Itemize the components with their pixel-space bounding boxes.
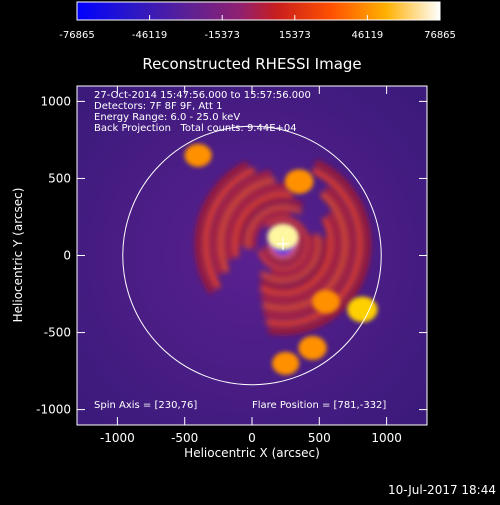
hot-spot: [284, 169, 314, 194]
y-tick-label: 0: [63, 249, 71, 263]
center-cross-marker: [276, 237, 289, 250]
y-tick-label: 1000: [40, 94, 71, 108]
flare-position-text: Flare Position = [781,-332]: [252, 400, 386, 411]
ring-feature: [232, 191, 334, 296]
hot-spot: [347, 296, 378, 323]
colorbar-tick-label: -76865: [59, 30, 94, 41]
y-axis-ticks: -1000 -500 0 500 1000: [36, 94, 427, 417]
colorbar: [76, 1, 441, 21]
x-axis-ticks: -1000 -500 0 500 1000: [100, 86, 402, 445]
annotation-block: 27-Oct-2014 15:47:56.000 to 15:57:56.000…: [94, 90, 311, 134]
colorbar-tick-label: 15373: [279, 30, 311, 41]
annotation-line: Detectors: 7F 8F 9F, Att 1: [94, 101, 222, 112]
x-tick-label: 1000: [371, 431, 402, 445]
footer-timestamp: 10-Jul-2017 18:44: [388, 483, 496, 497]
hot-spot: [267, 223, 299, 251]
x-tick-label: -500: [171, 431, 198, 445]
y-tick-label: -500: [44, 326, 71, 340]
annotation-line: Back Projection Total counts: 9.44E+04: [94, 123, 297, 134]
x-tick-label: 500: [308, 431, 331, 445]
colorbar-tick-label: 46119: [351, 30, 383, 41]
x-tick-label: -1000: [100, 431, 135, 445]
ring-feature: [257, 217, 309, 271]
x-axis-label: Heliocentric X (arcsec): [184, 446, 320, 460]
chart-title: Reconstructed RHESSI Image: [142, 55, 361, 73]
colorbar-tick-label: -46119: [132, 30, 167, 41]
ring-feature: [251, 211, 315, 277]
colorbar-tick-label: -15373: [204, 30, 239, 41]
heatmap-image: [77, 86, 427, 425]
ring-feature: [203, 161, 363, 327]
y-axis-label: Heliocentric Y (arcsec): [11, 188, 25, 323]
colorbar-tick-label: 76865: [424, 30, 456, 41]
colorbar-ticks: -76865 -46119 -15373 15373 46119 76865: [59, 15, 456, 41]
annotation-line: 27-Oct-2014 15:47:56.000 to 15:57:56.000: [94, 90, 311, 101]
spin-axis-text: Spin Axis = [230,76]: [94, 400, 197, 411]
hot-spot: [184, 143, 212, 167]
x-tick-label: 0: [248, 431, 256, 445]
ring-feature: [195, 153, 371, 335]
hot-spot: [312, 289, 340, 314]
annotation-line: Energy Range: 6.0 - 25.0 keV: [94, 112, 240, 123]
hot-spot: [272, 351, 300, 375]
y-tick-label: 500: [48, 171, 71, 185]
y-tick-label: -1000: [36, 403, 71, 417]
ring-feature: [245, 205, 321, 283]
hot-spot: [298, 335, 327, 360]
ring-feature: [218, 177, 348, 311]
ring-feature: [211, 169, 355, 318]
ring-feature: [225, 184, 341, 304]
solar-limb-circle: [122, 125, 382, 386]
ring-feature: [239, 198, 327, 290]
